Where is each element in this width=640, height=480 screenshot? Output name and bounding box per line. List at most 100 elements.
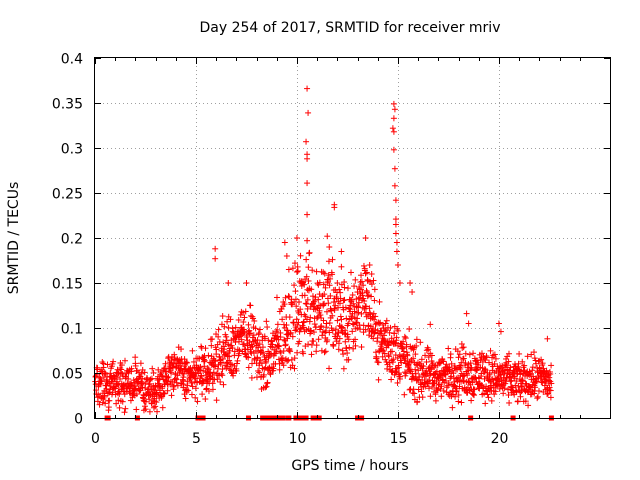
data-point bbox=[294, 321, 301, 328]
data-point bbox=[342, 338, 349, 345]
data-point bbox=[96, 401, 103, 408]
data-point bbox=[296, 326, 303, 333]
data-point bbox=[127, 397, 134, 404]
data-point bbox=[132, 362, 139, 369]
x-tick-label: 15 bbox=[390, 431, 408, 447]
data-point bbox=[366, 262, 373, 268]
data-point bbox=[250, 315, 257, 322]
data-point bbox=[316, 307, 323, 314]
data-point bbox=[317, 312, 324, 319]
data-point bbox=[465, 320, 472, 327]
data-point bbox=[385, 353, 392, 360]
data-point bbox=[329, 271, 336, 278]
data-point bbox=[205, 352, 212, 359]
data-point bbox=[440, 387, 447, 394]
data-point bbox=[150, 404, 157, 411]
data-point bbox=[326, 282, 333, 289]
data-point bbox=[278, 305, 285, 312]
data-point bbox=[196, 355, 203, 362]
data-point bbox=[131, 386, 138, 393]
data-point bbox=[233, 360, 240, 367]
data-point bbox=[505, 358, 512, 365]
data-point bbox=[432, 397, 439, 404]
data-point bbox=[316, 279, 323, 286]
data-point bbox=[327, 292, 334, 299]
data-point bbox=[503, 362, 510, 369]
data-point bbox=[383, 317, 390, 324]
data-point bbox=[232, 324, 239, 331]
data-point bbox=[379, 321, 386, 328]
data-point bbox=[514, 398, 521, 405]
data-point bbox=[397, 373, 404, 380]
data-point bbox=[215, 326, 222, 333]
data-point bbox=[370, 310, 377, 317]
data-point bbox=[225, 324, 232, 331]
data-point bbox=[131, 379, 138, 386]
data-point bbox=[220, 355, 227, 362]
data-point bbox=[355, 299, 362, 306]
data-point bbox=[113, 400, 120, 407]
data-point bbox=[343, 315, 350, 322]
data-point bbox=[485, 394, 492, 401]
data-point bbox=[308, 286, 315, 293]
x-axis-label: GPS time / hours bbox=[291, 458, 408, 474]
data-point bbox=[168, 392, 175, 399]
data-point bbox=[313, 342, 320, 349]
data-point bbox=[238, 336, 245, 343]
data-point bbox=[334, 317, 341, 324]
data-point bbox=[180, 370, 187, 377]
data-point bbox=[372, 313, 379, 320]
data-point bbox=[488, 397, 495, 404]
data-point bbox=[311, 321, 318, 328]
data-point bbox=[185, 387, 192, 394]
data-point bbox=[344, 285, 351, 292]
data-point bbox=[160, 376, 167, 383]
data-point bbox=[338, 263, 345, 270]
data-point bbox=[400, 348, 407, 355]
data-point bbox=[263, 383, 270, 390]
x-tick-label: 5 bbox=[192, 431, 201, 447]
data-point bbox=[256, 369, 263, 376]
data-point bbox=[158, 394, 165, 401]
data-point bbox=[221, 352, 228, 359]
data-point bbox=[548, 380, 555, 387]
data-point bbox=[455, 398, 462, 405]
data-point bbox=[414, 398, 421, 405]
data-point bbox=[487, 347, 494, 354]
data-point bbox=[307, 314, 314, 321]
data-point bbox=[122, 357, 129, 364]
data-point bbox=[335, 346, 342, 353]
data-point bbox=[375, 376, 382, 383]
data-point bbox=[428, 352, 435, 359]
data-point bbox=[99, 359, 106, 366]
data-point bbox=[455, 391, 462, 398]
data-point bbox=[418, 356, 425, 363]
data-point bbox=[346, 305, 353, 312]
data-point bbox=[304, 296, 311, 303]
y-tick-label: 0.2 bbox=[61, 232, 83, 248]
data-point bbox=[490, 384, 497, 391]
data-point bbox=[438, 393, 445, 400]
data-point bbox=[215, 333, 222, 340]
data-point bbox=[409, 289, 416, 295]
data-point bbox=[376, 298, 383, 305]
data-point bbox=[358, 343, 365, 350]
data-point bbox=[305, 341, 312, 348]
data-point bbox=[287, 330, 294, 337]
data-point bbox=[281, 239, 288, 246]
data-point bbox=[229, 344, 236, 351]
data-point bbox=[279, 354, 286, 361]
data-point bbox=[209, 336, 216, 343]
data-point bbox=[363, 269, 370, 276]
data-point bbox=[451, 382, 458, 389]
data-point bbox=[360, 282, 367, 289]
data-point bbox=[208, 342, 215, 349]
data-point bbox=[279, 316, 286, 323]
data-point bbox=[246, 330, 253, 337]
data-point bbox=[412, 366, 419, 373]
y-tick-label: 0.25 bbox=[52, 187, 83, 203]
data-point bbox=[132, 383, 139, 390]
data-point bbox=[391, 182, 398, 189]
data-point bbox=[285, 293, 292, 300]
data-point bbox=[192, 375, 199, 382]
